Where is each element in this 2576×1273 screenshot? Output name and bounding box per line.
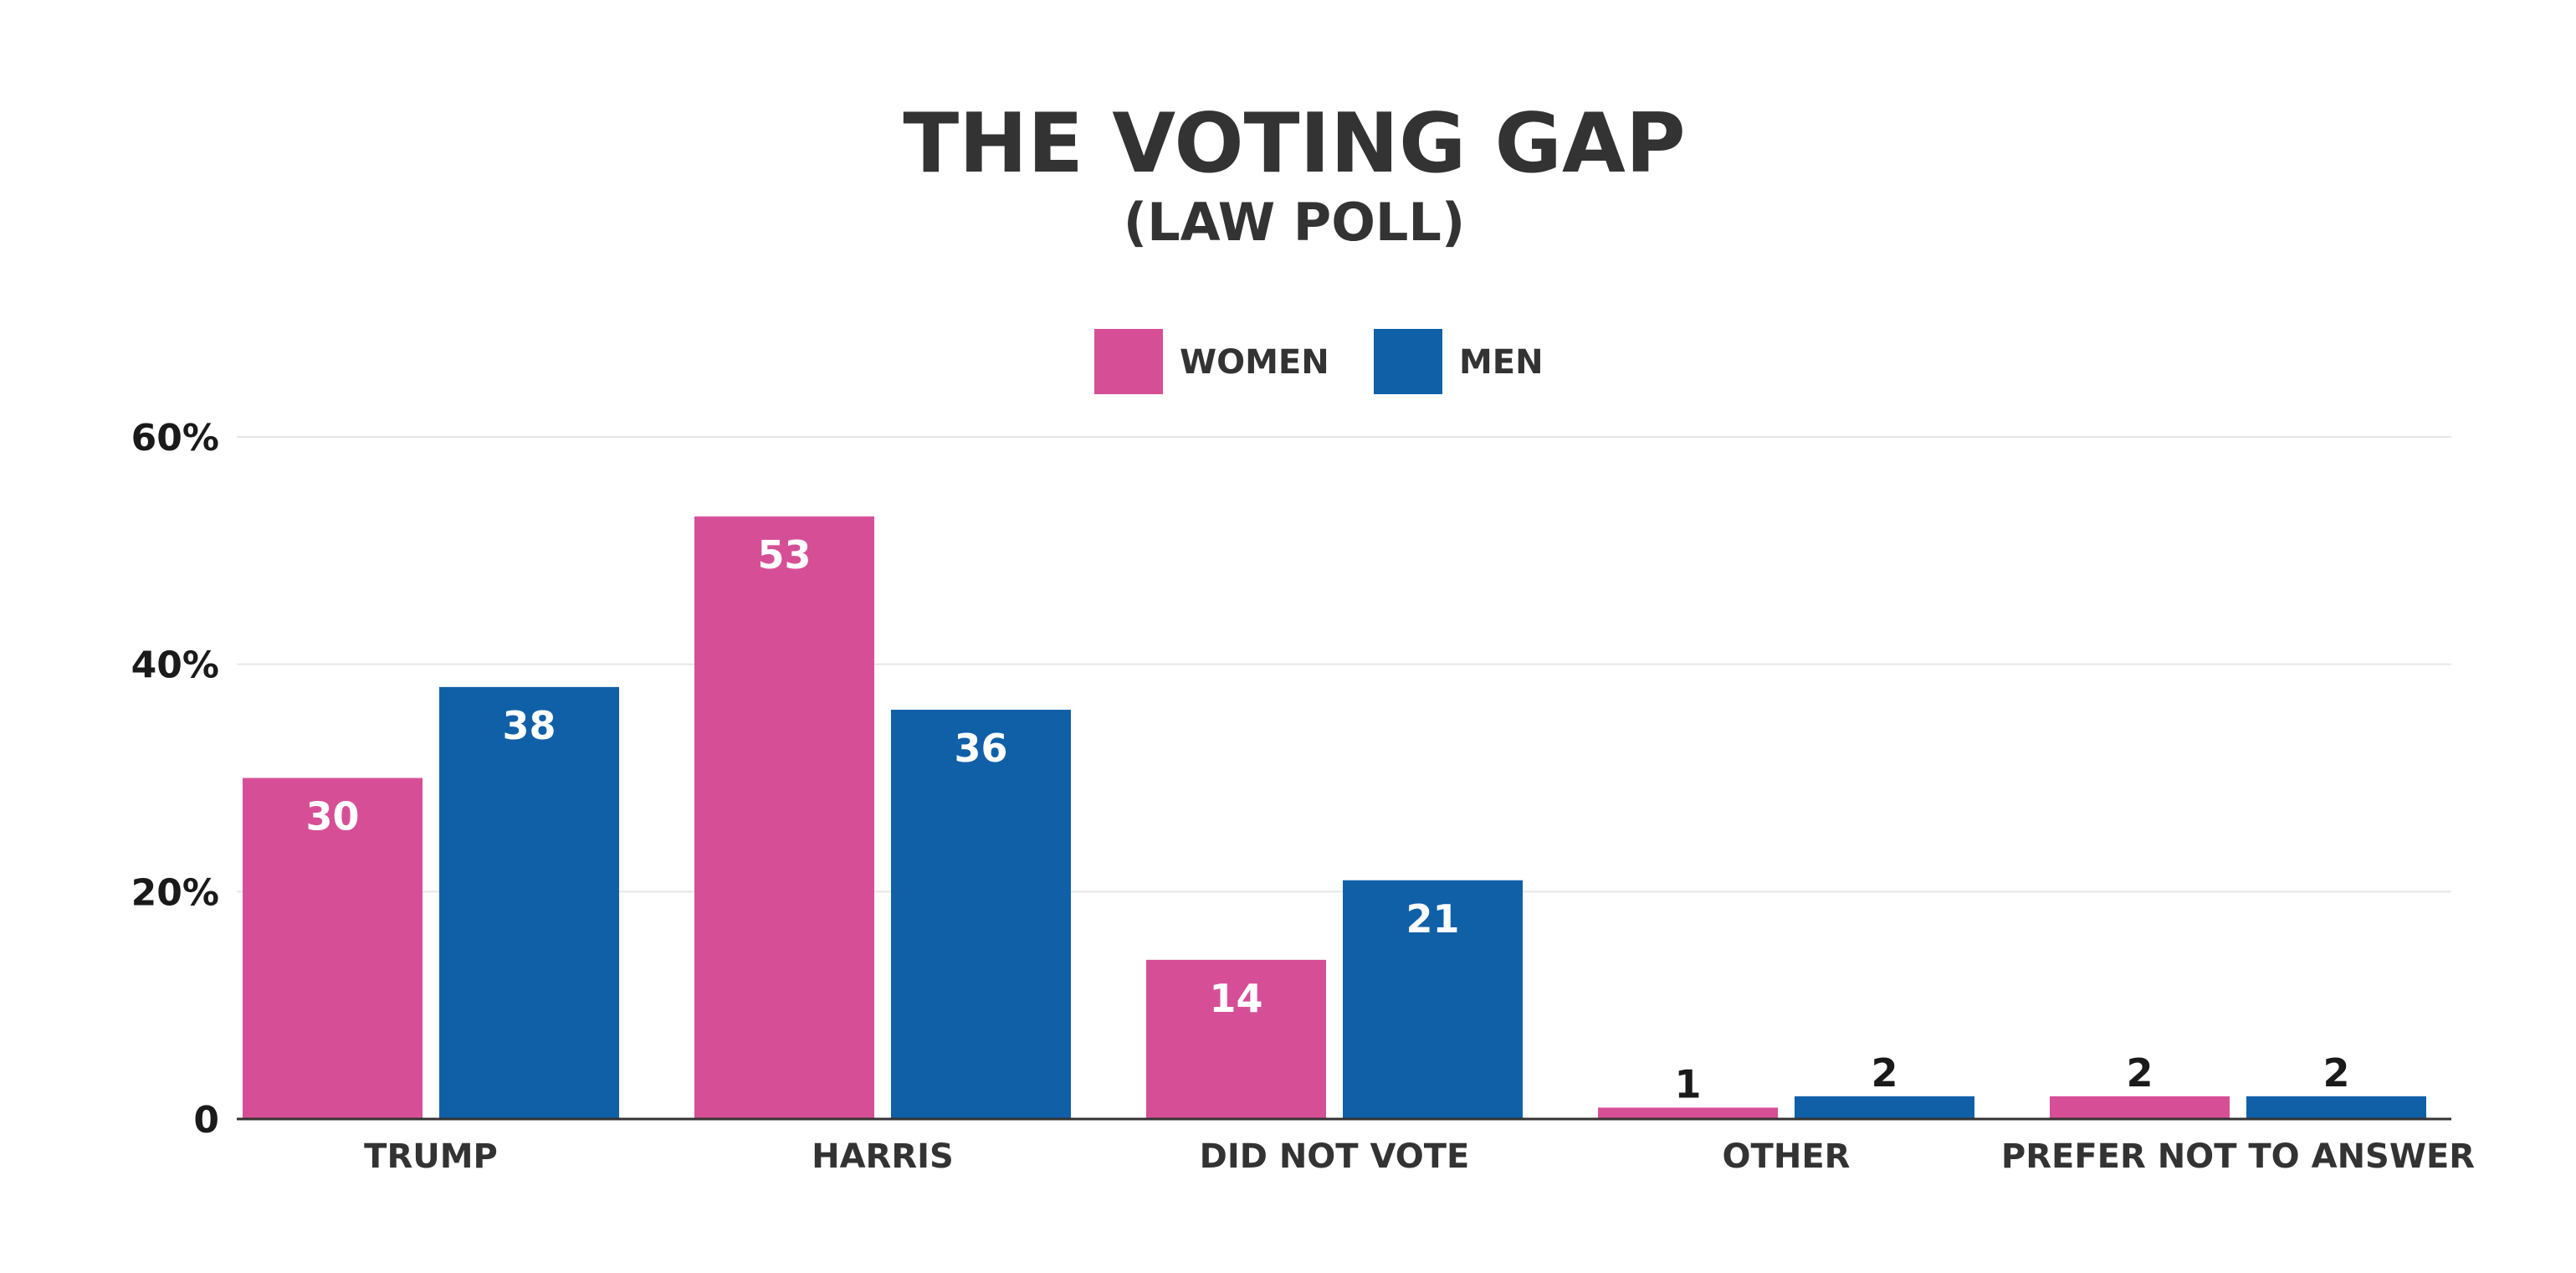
x-tick-label: PREFER NOT TO ANSWER [2001, 1137, 2475, 1176]
data-label: 53 [757, 532, 811, 577]
bar-women-2 [1146, 959, 1326, 1119]
bar-men-0 [439, 686, 619, 1119]
data-label: 36 [954, 726, 1007, 771]
y-tick-label: 40% [131, 644, 219, 687]
data-label: 2 [1871, 1050, 1897, 1096]
y-axis: 0 20% 40% 60% [131, 417, 219, 1142]
data-label: 2 [2126, 1050, 2153, 1096]
data-label: 2 [2322, 1050, 2349, 1096]
y-tick-label: 0 [193, 1099, 219, 1142]
x-tick-label: HARRIS [812, 1137, 954, 1176]
bar-men-2 [1343, 880, 1523, 1119]
legend-label-men: MEN [1459, 343, 1544, 382]
legend-swatch-men [1374, 329, 1442, 394]
bars: 30 38 53 36 14 21 1 2 2 2 [243, 516, 2426, 1119]
bar-men-4 [2246, 1096, 2426, 1119]
chart-subtitle: (LAW POLL) [1124, 192, 1466, 253]
x-tick-label: DID NOT VOTE [1200, 1137, 1470, 1176]
legend-swatch-women [1094, 329, 1163, 394]
bar-men-3 [1795, 1096, 1974, 1119]
x-axis: TRUMP HARRIS DID NOT VOTE OTHER PREFER NOT T… [364, 1137, 2475, 1176]
bar-women-0 [243, 778, 423, 1119]
legend: WOMEN MEN [1094, 329, 1544, 394]
y-tick-label: 60% [131, 417, 219, 459]
data-label: 1 [1674, 1061, 1701, 1106]
x-tick-label: OTHER [1723, 1137, 1851, 1176]
legend-label-women: WOMEN [1180, 343, 1329, 382]
data-label: 14 [1209, 976, 1262, 1021]
data-label: 21 [1406, 896, 1459, 942]
bar-women-3 [1598, 1107, 1778, 1119]
data-label: 38 [502, 703, 556, 748]
data-label: 30 [305, 794, 359, 839]
chart-title: THE VOTING GAP [903, 96, 1685, 192]
bar-women-4 [2050, 1096, 2230, 1119]
y-tick-label: 20% [131, 871, 219, 914]
bar-women-1 [694, 516, 874, 1119]
bar-men-1 [891, 710, 1071, 1119]
x-tick-label: TRUMP [364, 1137, 498, 1176]
